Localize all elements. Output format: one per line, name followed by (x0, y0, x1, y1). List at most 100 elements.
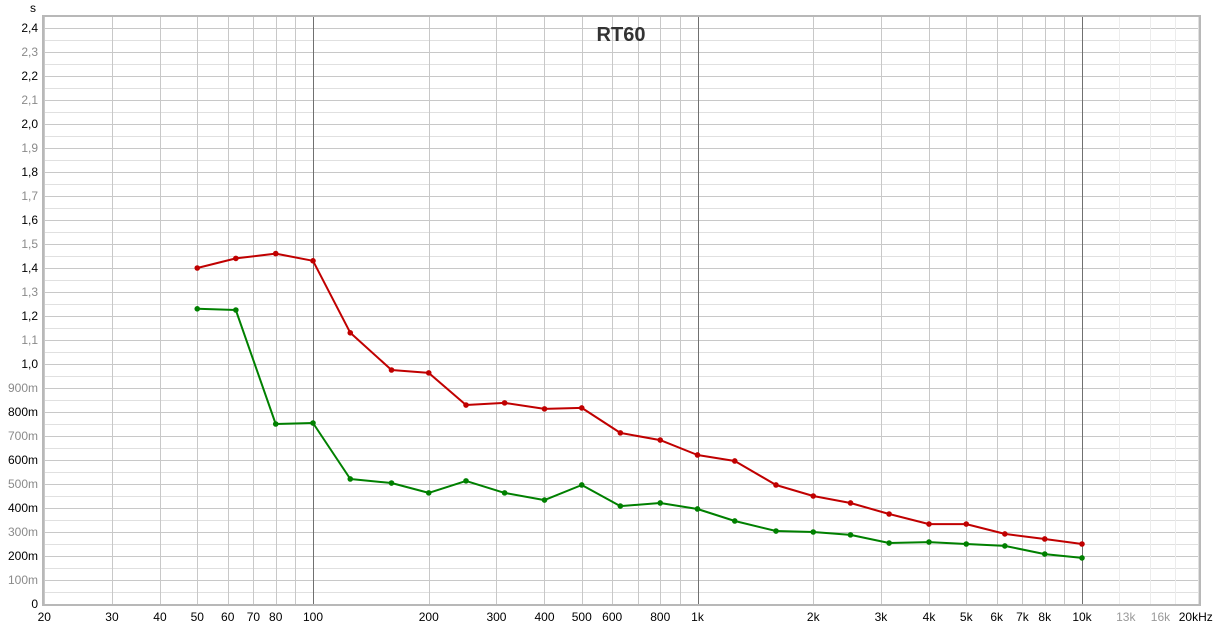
y-tick-label: 800m (8, 405, 38, 419)
data-point (731, 458, 738, 464)
data-point (1002, 531, 1008, 537)
y-tick-label: 900m (8, 381, 38, 395)
data-point (886, 511, 892, 517)
x-tick-label: 5k (960, 610, 974, 624)
x-tick-label: 1k (691, 610, 705, 624)
data-point (847, 500, 854, 506)
data-point (541, 497, 548, 503)
data-point (194, 265, 201, 271)
x-tick-labels: 20 30 40 50 60 70 80 100 200 300 400 500 600 800 1k 2k 3… (38, 610, 1213, 624)
y-tick-label: 700m (8, 429, 38, 443)
data-point (463, 402, 469, 408)
x-tick-label: 3k (875, 610, 889, 624)
data-point (731, 518, 738, 524)
y-tick-label: 2,3 (21, 45, 38, 59)
y-tick-label: 1,7 (21, 189, 38, 203)
y-tick-label: 100m (8, 573, 38, 587)
x-tick-label: 400 (534, 610, 554, 624)
series-line (197, 307, 1083, 559)
data-point (501, 490, 508, 496)
data-point (310, 420, 316, 426)
data-point (578, 482, 585, 488)
x-tick-label: 4k (923, 610, 937, 624)
y-tick-label: 0 (31, 597, 38, 611)
x-tick-label: 70 (247, 610, 261, 624)
data-point (847, 532, 854, 538)
x-tick-label: 30 (105, 610, 119, 624)
data-point (347, 476, 354, 482)
data-point (963, 541, 970, 547)
y-tick-label: 1,8 (21, 165, 38, 179)
x-tick-label: 7k (1016, 610, 1030, 624)
data-point (194, 306, 201, 312)
data-point (926, 521, 932, 527)
y-tick-label: 200m (8, 549, 38, 563)
x-tick-label: 60 (221, 610, 235, 624)
x-tick-label: 20kHz (1179, 610, 1213, 624)
series-2 (194, 306, 1085, 561)
y-tick-label: 1,4 (21, 261, 38, 275)
x-tick-label: 800 (650, 610, 670, 624)
y-tick-label: 600m (8, 453, 38, 467)
series-line (197, 252, 1083, 545)
data-point (694, 506, 701, 512)
x-tick-label: 6k (990, 610, 1004, 624)
y-tick-label: 1,0 (21, 357, 38, 371)
data-point (926, 539, 932, 545)
data-point (388, 480, 395, 486)
x-tick-label: 50 (191, 610, 205, 624)
data-point (272, 250, 279, 257)
x-tick-label: 8k (1038, 610, 1052, 624)
data-point (578, 405, 585, 411)
y-tick-label: 300m (8, 525, 38, 539)
data-point (1079, 541, 1085, 547)
data-point (886, 540, 892, 546)
x-tick-label: 500 (572, 610, 592, 624)
x-tick-label: 80 (269, 610, 283, 624)
series-layer (194, 250, 1085, 561)
y-tick-label: 2,4 (21, 21, 38, 35)
data-point (617, 430, 624, 436)
y-tick-label: 1,2 (21, 309, 38, 323)
data-point (810, 493, 817, 499)
data-point (463, 478, 469, 484)
data-point (425, 490, 432, 496)
data-point (657, 500, 664, 506)
data-point (347, 330, 354, 336)
x-tick-label: 2k (807, 610, 821, 624)
data-point (617, 503, 624, 509)
data-point (810, 529, 817, 535)
grid (43, 17, 1199, 605)
x-tick-label: 13k (1116, 610, 1136, 624)
y-tick-label: 2,2 (21, 69, 38, 83)
y-tick-label: 1,1 (21, 333, 38, 347)
x-tick-label: 10k (1072, 610, 1092, 624)
y-axis-unit: s (30, 1, 36, 15)
data-point (310, 258, 316, 264)
data-point (1079, 555, 1085, 561)
data-point (425, 370, 432, 376)
x-tick-label: 16k (1151, 610, 1171, 624)
x-tick-label: 20 (38, 610, 52, 624)
y-tick-label: 1,5 (21, 237, 38, 251)
x-tick-label: 200 (419, 610, 439, 624)
data-point (1041, 536, 1048, 542)
data-point (773, 528, 779, 534)
y-tick-label: 1,9 (21, 141, 38, 155)
data-point (1041, 551, 1048, 557)
data-point (963, 521, 970, 527)
data-point (501, 400, 508, 406)
y-tick-label: 500m (8, 477, 38, 491)
data-point (773, 482, 779, 488)
y-tick-label: 2,0 (21, 117, 38, 131)
x-tick-label: 300 (486, 610, 506, 624)
y-tick-label: 400m (8, 501, 38, 515)
y-tick-label: 1,6 (21, 213, 38, 227)
chart-title: RT60 (597, 24, 646, 46)
x-tick-label: 40 (153, 610, 167, 624)
x-tick-label: 600 (602, 610, 622, 624)
x-tick-label: 100 (303, 610, 323, 624)
data-point (233, 255, 239, 262)
data-point (541, 406, 548, 412)
